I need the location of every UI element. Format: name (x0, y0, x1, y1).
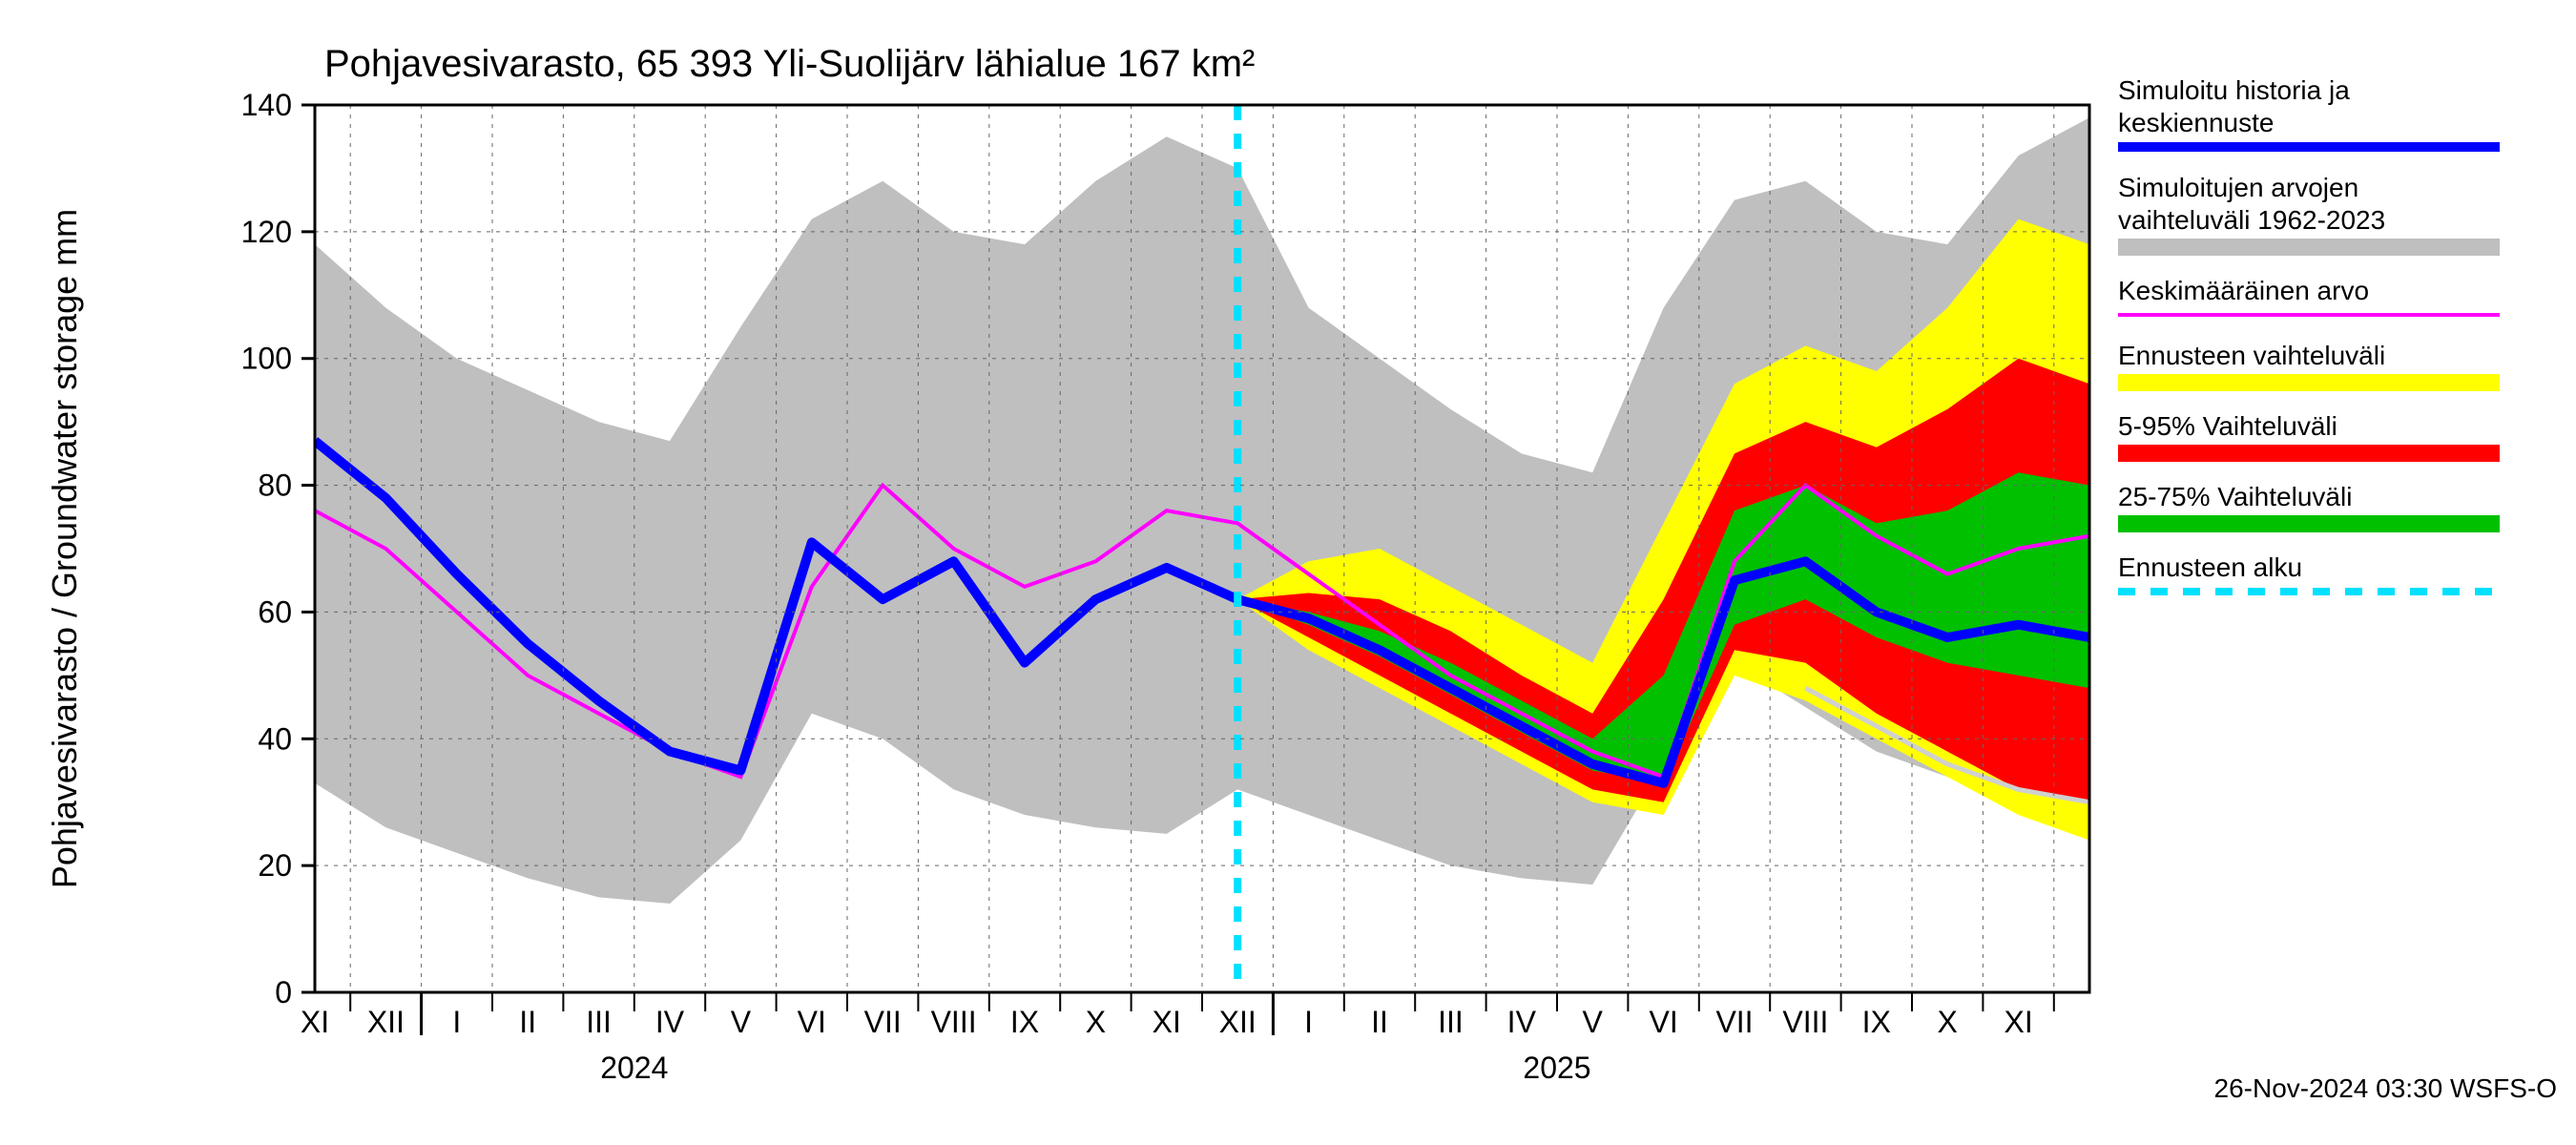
legend-text: Keskimääräinen arvo (2118, 276, 2369, 305)
x-tick-label: VI (1649, 1005, 1677, 1039)
y-tick-label: 120 (241, 215, 292, 249)
chart-title: Pohjavesivarasto, 65 393 Yli-Suolijärv l… (324, 43, 1255, 85)
y-tick-label: 40 (258, 721, 292, 756)
x-tick-label: IV (655, 1005, 685, 1039)
legend-swatch (2118, 515, 2500, 532)
legend: Simuloitu historia ja keskiennuste Simuloi… (2118, 75, 2500, 592)
x-tick-label: I (1304, 1005, 1313, 1039)
legend-text: 5-95% Vaihteluväli (2118, 411, 2337, 441)
x-tick-label: II (519, 1005, 536, 1039)
x-tick-label: VII (864, 1005, 902, 1039)
legend-text: Ennusteen alku (2118, 552, 2302, 582)
legend-text: Simuloitujen arvojen (2118, 173, 2358, 202)
chart-container: 020406080100120140XIXIIIIIIIIIVVVIVIIVII… (0, 0, 2576, 1145)
legend-text: Ennusteen vaihteluväli (2118, 341, 2385, 370)
x-tick-label: XII (367, 1005, 405, 1039)
x-tick-label: III (1438, 1005, 1464, 1039)
x-tick-label: IX (1010, 1005, 1039, 1039)
y-tick-label: 140 (241, 88, 292, 122)
x-tick-label: I (452, 1005, 461, 1039)
year-label: 2024 (600, 1051, 668, 1085)
footer-text: 26-Nov-2024 03:30 WSFS-O (2214, 1073, 2558, 1103)
y-tick-label: 20 (258, 848, 292, 883)
x-tick-label: IV (1507, 1005, 1537, 1039)
y-tick-label: 0 (275, 975, 292, 1010)
y-axis-label: Pohjavesivarasto / Groundwater storage m… (45, 209, 84, 888)
legend-text: Simuloitu historia ja (2118, 75, 2350, 105)
legend-swatch (2118, 239, 2500, 256)
x-tick-label: II (1371, 1005, 1388, 1039)
x-tick-label: XI (1153, 1005, 1181, 1039)
x-tick-label: VIII (931, 1005, 977, 1039)
legend-text: vaihteluväli 1962-2023 (2118, 205, 2385, 235)
legend-swatch (2118, 374, 2500, 391)
x-tick-label: XII (1219, 1005, 1257, 1039)
chart-svg: 020406080100120140XIXIIIIIIIIIVVVIVIIVII… (0, 0, 2576, 1145)
x-tick-label: VII (1715, 1005, 1753, 1039)
x-tick-label: XI (2004, 1005, 2032, 1039)
x-tick-label: V (731, 1005, 752, 1039)
legend-text: keskiennuste (2118, 108, 2274, 137)
year-label: 2025 (1523, 1051, 1590, 1085)
x-tick-label: X (1086, 1005, 1106, 1039)
legend-swatch (2118, 445, 2500, 462)
legend-text: 25-75% Vaihteluväli (2118, 482, 2352, 511)
x-tick-label: V (1583, 1005, 1604, 1039)
x-tick-label: IX (1862, 1005, 1891, 1039)
y-tick-label: 80 (258, 468, 292, 503)
x-tick-label: XI (301, 1005, 329, 1039)
x-tick-label: VIII (1782, 1005, 1828, 1039)
y-tick-label: 100 (241, 342, 292, 376)
x-tick-label: X (1938, 1005, 1958, 1039)
y-tick-label: 60 (258, 594, 292, 629)
x-tick-label: III (586, 1005, 612, 1039)
x-tick-label: VI (798, 1005, 826, 1039)
